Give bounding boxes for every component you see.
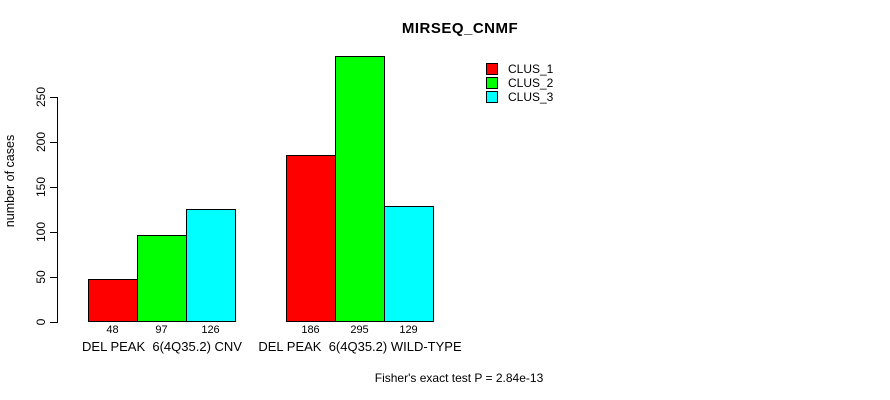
category-label: DEL PEAK 6(4Q35.2) WILD-TYPE [258,339,462,354]
y-axis-tick [50,97,58,98]
legend-item-clus1: CLUS_1 [486,62,553,76]
y-axis-tick-label: 200 [34,131,48,153]
bar-value-label: 97 [155,324,168,336]
bar-value-label: 48 [106,324,119,336]
y-axis-tick-label: 250 [34,86,48,108]
legend-item-clus3: CLUS_3 [486,90,553,104]
bar-value-label: 129 [399,324,418,336]
bar-clus_1-group2 [286,155,336,322]
bar-value-label: 295 [350,324,369,336]
y-axis-tick-label: 0 [34,318,48,326]
legend-swatch-clus2-icon [486,77,498,89]
y-axis-tick-label: 150 [34,176,48,198]
legend: CLUS_1 CLUS_2 CLUS_3 [486,62,553,104]
chart-title: MIRSEQ_CNMF [401,20,519,37]
legend-label-clus3: CLUS_3 [508,90,554,104]
bar-clus_3-group2 [384,206,434,322]
y-axis-tick [50,142,58,143]
y-axis-tick [50,232,58,233]
legend-swatch-clus3-icon [486,91,498,103]
bar-value-label: 126 [201,324,220,336]
bar-clus_2-group2 [335,56,385,322]
y-axis-line [57,97,58,323]
legend-swatch-clus1-icon [486,63,498,75]
bar-clus_2-group1 [137,235,187,322]
legend-label-clus2: CLUS_2 [508,76,554,90]
annotation-text: Fisher's exact test P = 2.84e-13 [374,371,544,385]
bar-value-label: 186 [301,324,320,336]
y-axis-title: number of cases [3,134,17,228]
y-axis-tick [50,187,58,188]
category-label: DEL PEAK 6(4Q35.2) CNV [82,339,242,354]
y-axis-tick-label: 50 [34,270,48,284]
y-axis-tick [50,277,58,278]
y-axis-tick [50,322,58,323]
bar-clus_1-group1 [88,279,138,322]
legend-item-clus2: CLUS_2 [486,76,553,90]
legend-label-clus1: CLUS_1 [508,62,554,76]
bar-clus_3-group1 [186,209,236,322]
y-axis-tick-label: 100 [34,221,48,243]
